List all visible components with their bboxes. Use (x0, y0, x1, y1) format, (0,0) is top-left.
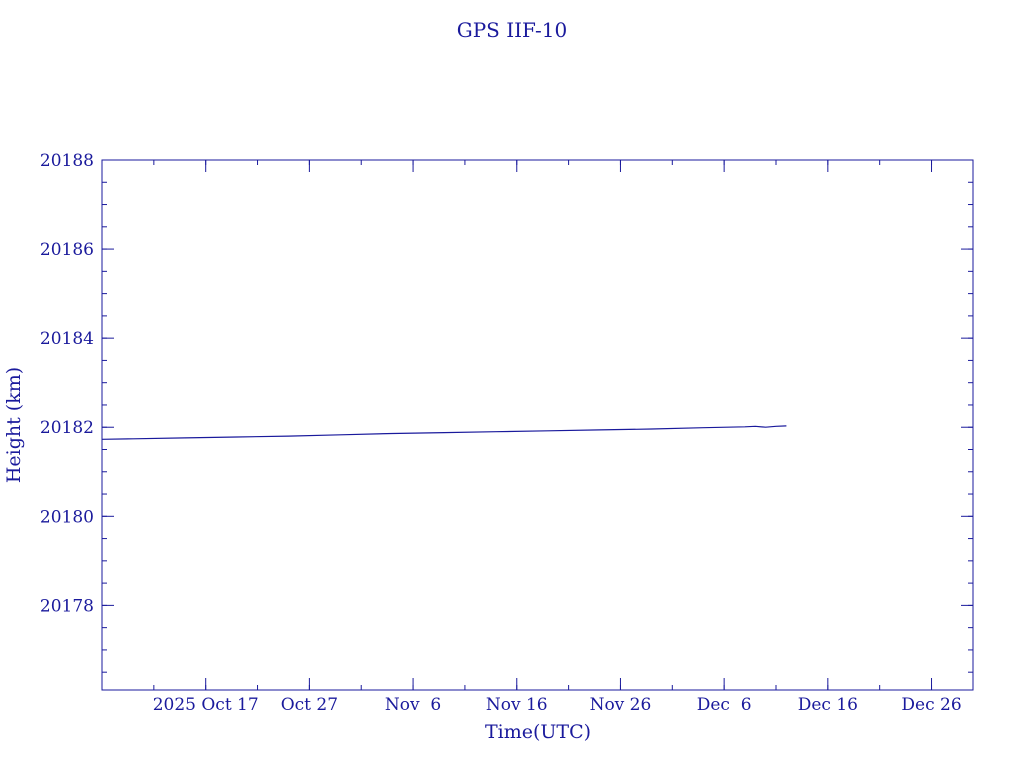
x-axis-tick-labels: 2025 Oct 17 Oct 27 Nov 6 Nov 16 Nov 26 Dec 6 D… (153, 695, 962, 715)
x-tick-label: Nov 16 (486, 695, 548, 715)
x-axis-ticks (101, 160, 933, 690)
x-tick-label: Dec 26 (901, 695, 961, 715)
y-axis-label: Height (km) (3, 367, 25, 483)
y-axis-tick-labels: 20178 20180 20182 20184 20186 20188 (40, 151, 94, 616)
y-tick-label: 20180 (40, 507, 94, 527)
x-axis-label: Time(UTC) (485, 721, 591, 743)
y-tick-label: 20186 (40, 240, 94, 260)
x-tick-label: Nov 6 (385, 695, 441, 715)
height-series-line (101, 425, 787, 440)
chart-title: GPS IIF-10 (457, 18, 567, 42)
y-tick-label: 20182 (40, 418, 94, 438)
x-tick-label: Nov 26 (590, 695, 652, 715)
x-tick-label: 2025 Oct 17 (153, 695, 259, 715)
y-tick-label: 20184 (40, 329, 94, 349)
x-tick-label: Dec 6 (697, 695, 752, 715)
y-axis-ticks (102, 159, 973, 673)
y-tick-label: 20188 (40, 151, 94, 171)
x-tick-label: Dec 16 (798, 695, 858, 715)
plot-frame (101, 159, 974, 691)
y-tick-label: 20178 (40, 596, 94, 616)
x-tick-label: Oct 27 (281, 695, 338, 715)
series-group (101, 425, 787, 440)
